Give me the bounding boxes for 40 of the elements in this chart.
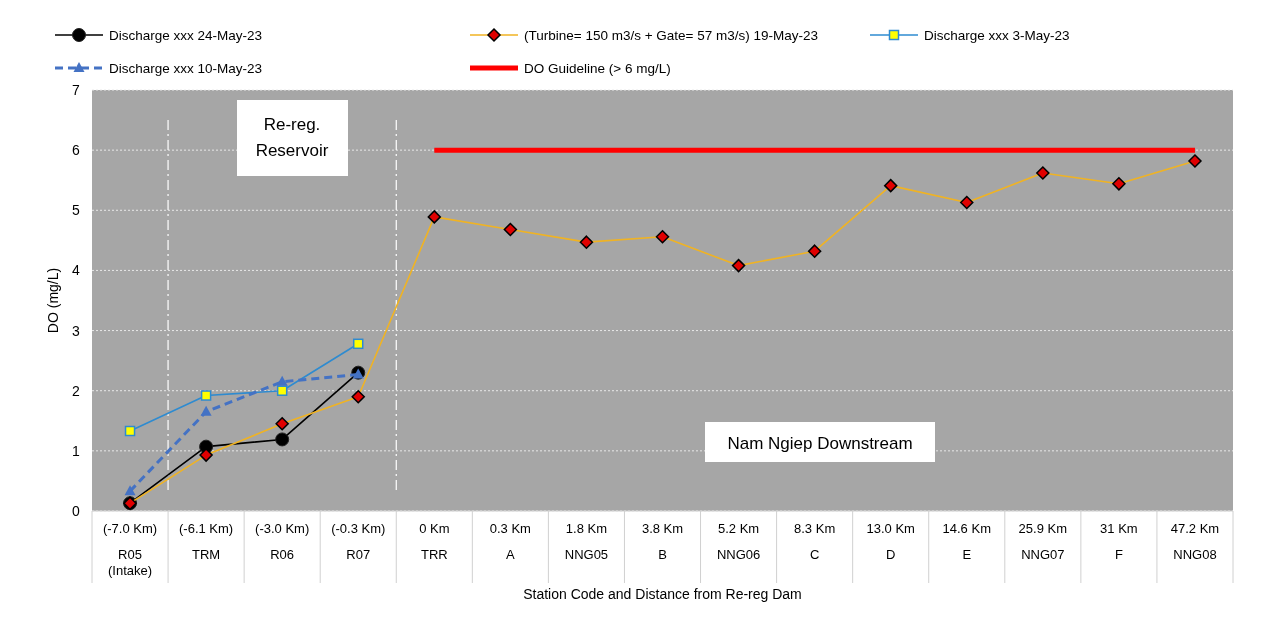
point — [124, 485, 136, 496]
x-axis-title: Station Code and Distance from Re-reg Dam — [523, 586, 802, 602]
point — [124, 425, 136, 437]
point — [276, 385, 288, 396]
x-tick-label: 14.6 Km E — [942, 521, 991, 562]
x-tick-label: (-0.3 Km) R07 — [331, 521, 386, 562]
y-axis-title: DO (mg/L) — [45, 267, 61, 334]
x-tick-label: 0 Km TRR — [419, 521, 450, 562]
x-tick-label: (-6.1 Km) TRM — [179, 521, 234, 562]
legend-label: Discharge xxx 3-May-23 — [924, 28, 1070, 43]
point — [276, 375, 288, 386]
x-tick-label: 47.2 Km NNG08 — [1170, 521, 1220, 562]
x-tick-label: 0.3 Km A — [489, 521, 531, 562]
x-tick-label: 25.9 Km NNG07 — [1018, 521, 1068, 562]
x-tick-label: 1.8 Km NNG05 — [564, 521, 609, 562]
legend-label: Discharge xxx 10-May-23 — [109, 61, 263, 76]
x-tick-label: 13.0 Km D — [866, 521, 915, 562]
x-tick-label: 3.8 Km B — [641, 521, 684, 562]
x-tick-label: 31 Km F — [1100, 521, 1138, 562]
point — [200, 405, 212, 416]
legend-label: Discharge xxx 24-May-23 — [109, 28, 263, 43]
y-tick-label: 4 — [72, 262, 81, 279]
annotation: Re-reg. Reservoir — [255, 115, 329, 160]
annotation: Nam Ngiep Downstream — [727, 434, 913, 453]
y-tick-label: 0 — [72, 503, 81, 519]
y-tick-label: 3 — [72, 322, 81, 339]
point — [200, 390, 212, 401]
x-tick-label: (-3.0 Km) R06 — [255, 521, 310, 562]
point — [275, 432, 290, 447]
legend-label: (Turbine= 150 m3/s + Gate= 57 m3/s) 19-May-23 — [524, 28, 819, 43]
y-tick-label: 6 — [72, 142, 81, 159]
x-tick-label: (-7.0 Km) R05 (Intake) — [102, 521, 158, 578]
legend-label: DO Guideline (> 6 mg/L) — [524, 61, 671, 76]
y-tick-label: 1 — [72, 442, 81, 459]
x-tick-label: 5.2 Km NNG06 — [716, 521, 761, 562]
point — [352, 338, 364, 350]
y-tick-label: 2 — [72, 382, 81, 399]
x-tick-label: 8.3 Km C — [794, 521, 836, 562]
y-tick-label: 5 — [72, 202, 81, 219]
y-tick-label: 7 — [72, 82, 81, 98]
